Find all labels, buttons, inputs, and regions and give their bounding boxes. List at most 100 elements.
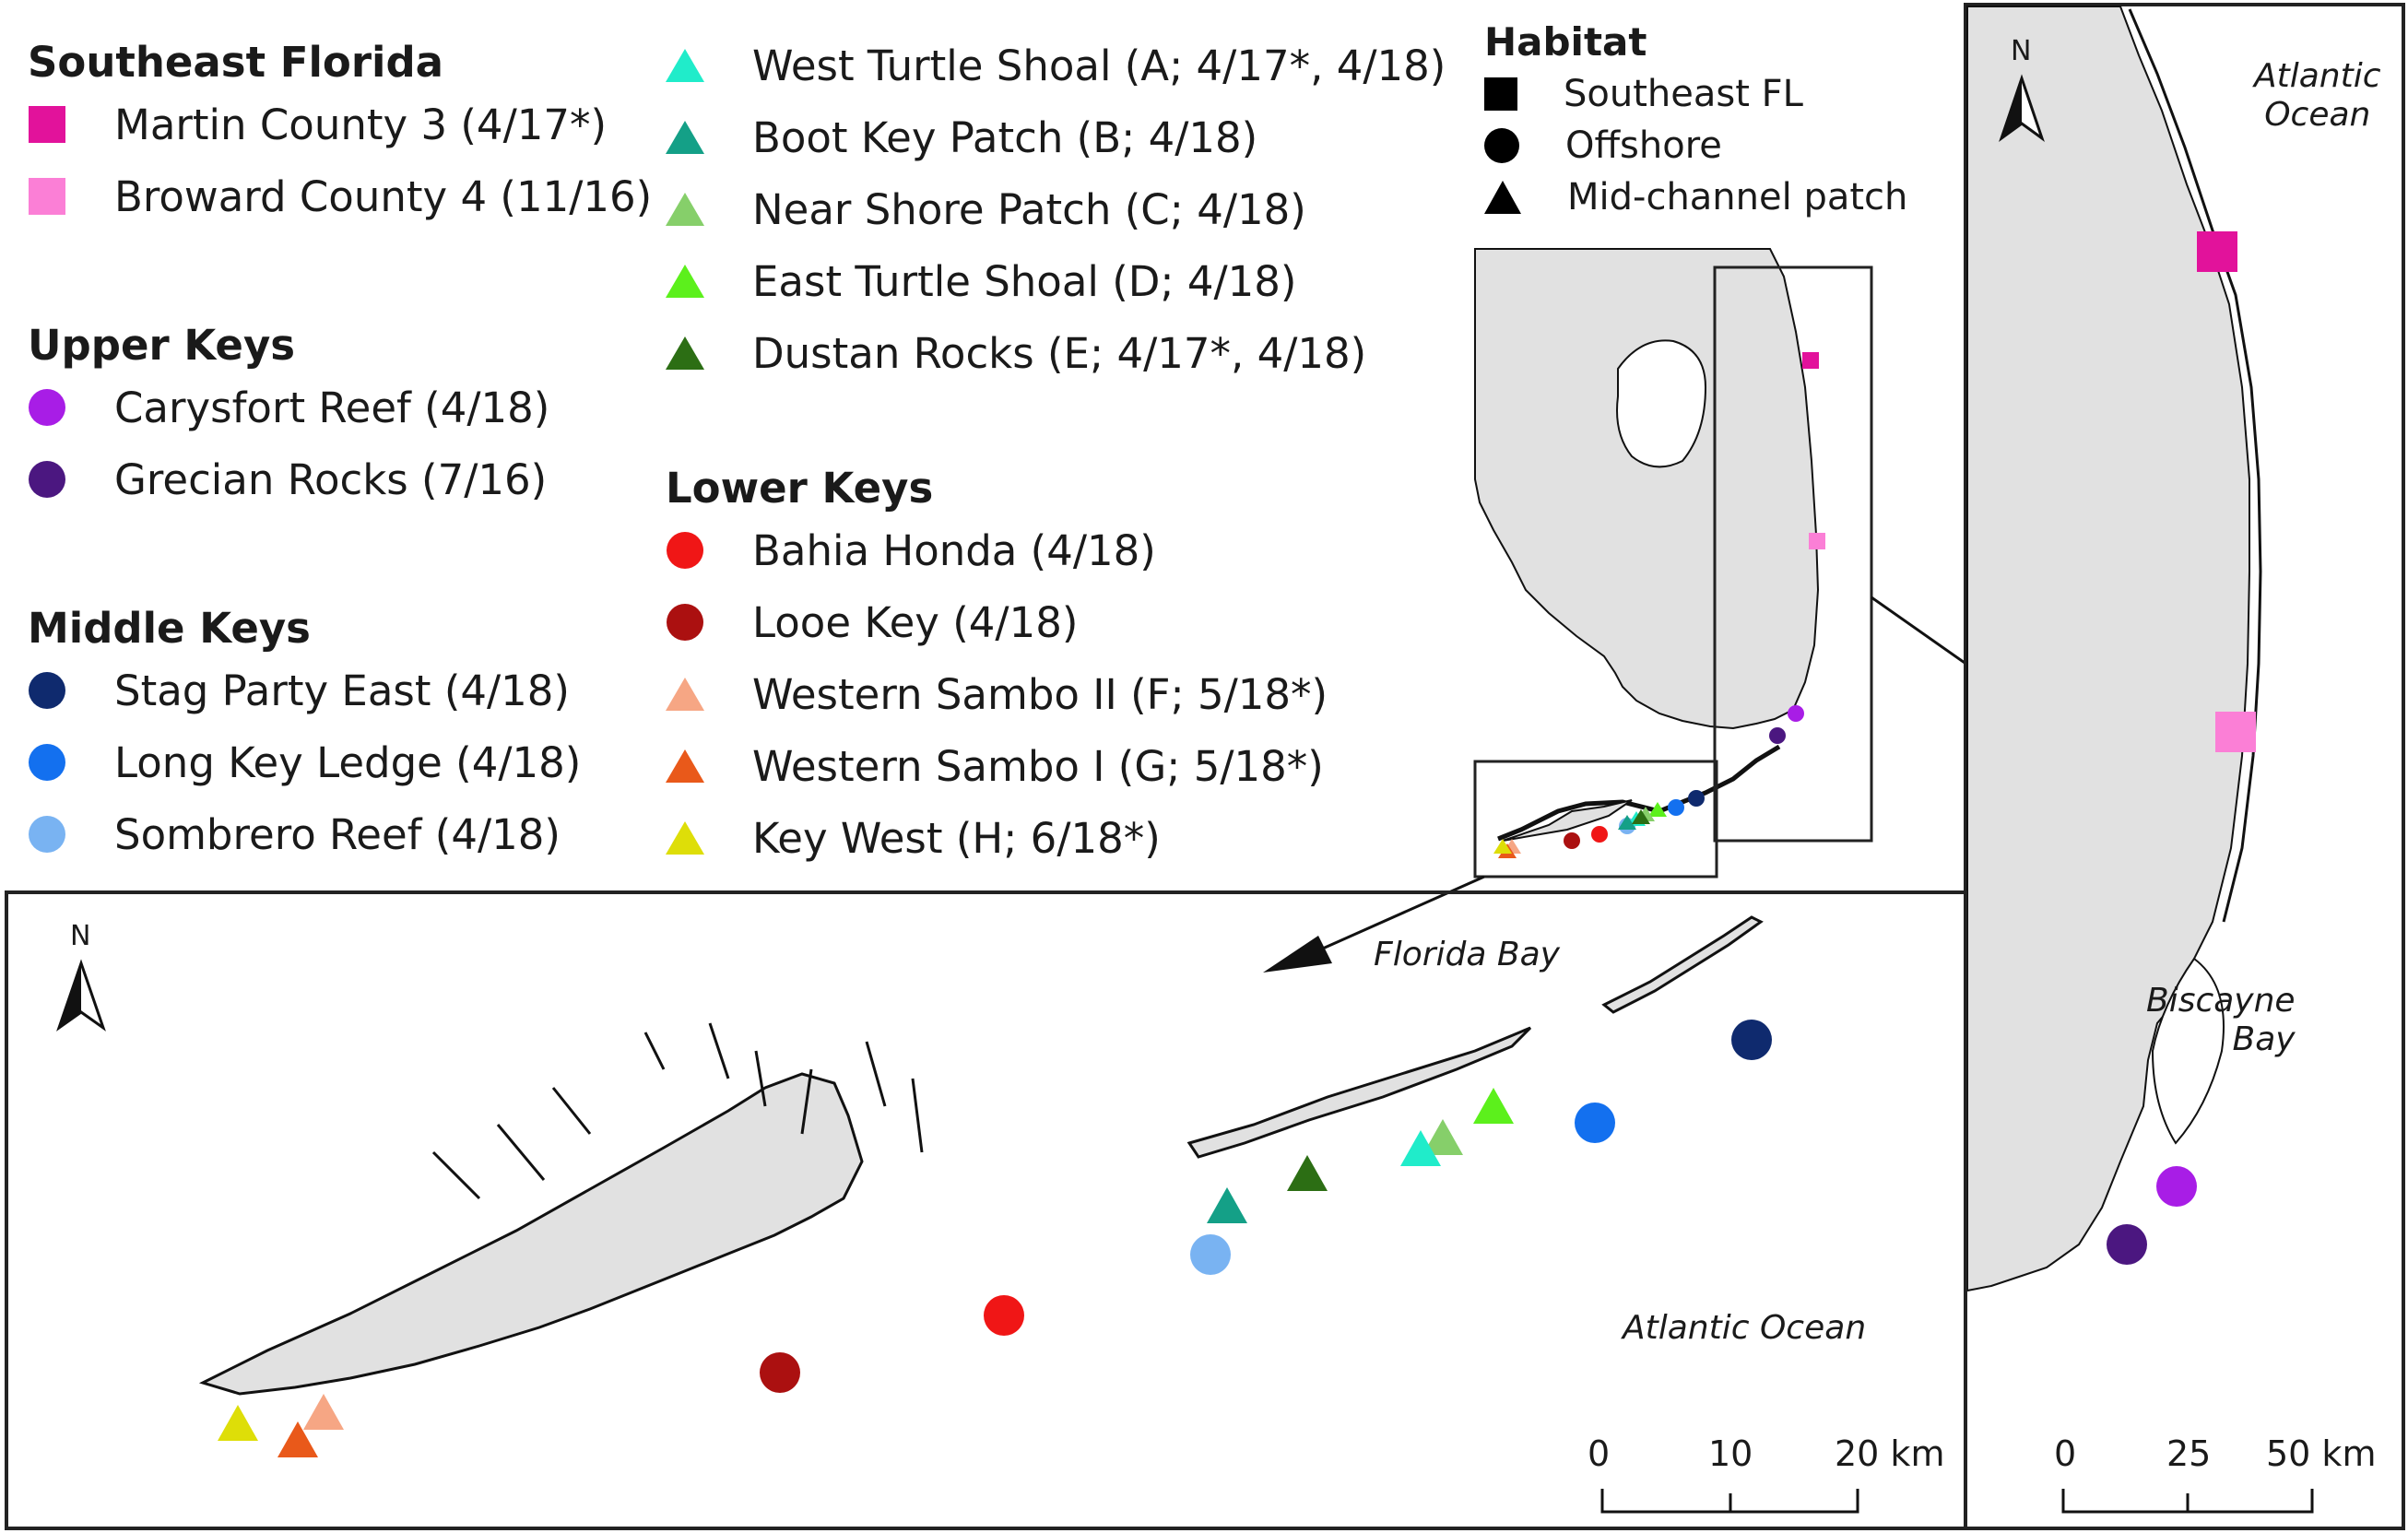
overview-map [1263, 248, 2065, 973]
atlantic-ocean-line2: Ocean [2264, 96, 2371, 134]
lake-okeechobee [1616, 339, 1707, 468]
keys-map-frame [5, 890, 1967, 1530]
legend-item-label: Broward County 4 (11/16) [114, 171, 653, 221]
legend-item: Broward County 4 (11/16) [28, 160, 652, 232]
habitat-title: Habitat [1484, 19, 1647, 65]
site-marker [1564, 832, 1580, 849]
legend-item-label: Martin County 3 (4/17*) [114, 100, 608, 149]
legend-item: West Turtle Shoal (A; 4/17*, 4/18) [666, 29, 1446, 101]
legend-item-label: Stag Party East (4/18) [114, 666, 570, 715]
site-marker [2197, 231, 2237, 272]
legend-item-label: Boot Key Patch (B; 4/18) [752, 112, 1258, 162]
site-marker [1591, 826, 1608, 843]
scale-bar-coast [2061, 1489, 2314, 1514]
square-symbol-icon [29, 178, 65, 215]
site-marker [1668, 799, 1684, 816]
pointer-arrow-keys [1299, 875, 1485, 961]
biscayne-bay-water [2151, 957, 2225, 1145]
biscayne-bay-label: Biscayne Bay [2146, 982, 2296, 1059]
site-marker [218, 1405, 258, 1441]
site-marker [1648, 802, 1667, 817]
overview-site-markers [1493, 352, 1825, 858]
circle-symbol-icon [1484, 128, 1519, 163]
triangle-symbol-icon [1484, 181, 1521, 214]
site-marker [760, 1352, 800, 1393]
legend-group: Middle Keys Stag Party East (4/18) Long Ke… [28, 603, 581, 870]
lower-keys-islands [198, 1072, 864, 1396]
legend-group-title: Middle Keys [28, 604, 311, 653]
overview-florida-landmass [1474, 248, 1820, 730]
circle-symbol-icon [667, 604, 703, 641]
site-marker [1400, 1130, 1441, 1166]
triangle-symbol-icon [666, 678, 704, 711]
legend-group: West Turtle Shoal (A; 4/17*, 4/18) Boot K… [666, 29, 1446, 389]
legend-item-label: Carysfort Reef (4/18) [114, 383, 550, 432]
site-marker [277, 1421, 318, 1457]
site-marker [1788, 705, 1804, 722]
legend-item: Bahia Honda (4/18) [666, 514, 1328, 586]
site-marker [1575, 1103, 1615, 1143]
site-marker [1731, 1020, 1772, 1060]
habitat-label: Offshore [1565, 124, 1722, 167]
site-marker [1190, 1234, 1231, 1275]
legend-item-label: Grecian Rocks (7/16) [114, 454, 548, 504]
lower-keys-channels [431, 1022, 924, 1200]
legend-item: Dustan Rocks (E; 4/17*, 4/18) [666, 317, 1446, 389]
north-label-keys: N [70, 920, 91, 952]
legend-item-label: Western Sambo I (G; 5/18*) [752, 741, 1324, 791]
legend-item: Western Sambo II (F; 5/18*) [666, 658, 1328, 730]
coast-extent-box [1713, 265, 1873, 843]
legend-item: Carysfort Reef (4/18) [28, 371, 549, 443]
atlantic-ocean-label-coast: Atlantic Ocean [2254, 57, 2381, 135]
site-marker [1493, 839, 1512, 854]
triangle-symbol-icon [666, 749, 704, 783]
legend-item: Boot Key Patch (B; 4/18) [666, 101, 1446, 173]
biscayne-line1: Biscayne [2146, 982, 2296, 1020]
legend-item: Long Key Ledge (4/18) [28, 726, 581, 798]
legend-group: Lower Keys Bahia Honda (4/18) Looe Key (4/… [666, 463, 1328, 874]
triangle-symbol-icon [666, 821, 704, 855]
legend-item: Key West (H; 6/18*) [666, 802, 1328, 874]
site-marker [1422, 1119, 1463, 1155]
legend-item: Western Sambo I (G; 5/18*) [666, 730, 1328, 802]
coast-detail-map [1964, 3, 2405, 1530]
legend-item: East Turtle Shoal (D; 4/18) [666, 245, 1446, 317]
circle-symbol-icon [667, 532, 703, 569]
triangle-symbol-icon [666, 121, 704, 154]
legend-item-label: Long Key Ledge (4/18) [114, 737, 582, 787]
site-marker [1769, 727, 1786, 744]
habitat-item-offshore: Offshore [1484, 120, 1907, 171]
circle-symbol-icon [29, 816, 65, 853]
legend-group-title: Lower Keys [666, 464, 934, 513]
legend-item: Looe Key (4/18) [666, 586, 1328, 658]
overview-keys-chain [1497, 744, 1781, 842]
habitat-item-southeast-fl: Southeast FL [1484, 68, 1907, 120]
north-arrow-icon-fill [2001, 78, 2022, 138]
legend-item: Grecian Rocks (7/16) [28, 443, 549, 515]
legend-group: Upper Keys Carysfort Reef (4/18) Grecian R… [28, 320, 549, 515]
site-marker [984, 1295, 1024, 1336]
legend-item-label: Bahia Honda (4/18) [752, 525, 1156, 575]
legend-group-title: Upper Keys [28, 321, 296, 370]
legend-item-label: Looe Key (4/18) [752, 597, 1079, 647]
legend-item-label: West Turtle Shoal (A; 4/17*, 4/18) [752, 41, 1446, 90]
barrier-island-coast [2128, 8, 2262, 923]
habitat-item-mid-channel-patch: Mid-channel patch [1484, 171, 1907, 223]
north-arrow-icon-fill [59, 963, 81, 1028]
keys-detail-map [5, 890, 1967, 1530]
triangle-symbol-icon [666, 265, 704, 298]
coast-landmass [1966, 6, 2250, 1292]
site-marker [1632, 809, 1650, 824]
site-marker [303, 1394, 344, 1430]
site-marker [1688, 790, 1705, 807]
legend-item: Near Shore Patch (C; 4/18) [666, 173, 1446, 245]
legend-group: Southeast Florida Martin County 3 (4/17*)… [28, 37, 652, 232]
site-marker [1473, 1088, 1514, 1124]
scale-coast-tick: 25 [2166, 1433, 2212, 1474]
pointer-arrow-keys-head [1263, 936, 1332, 973]
keys-site-markers [218, 1020, 1772, 1457]
florida-bay-label: Florida Bay [1374, 936, 1560, 973]
legend-item-label: East Turtle Shoal (D; 4/18) [752, 256, 1297, 306]
atlantic-ocean-label-keys: Atlantic Ocean [1623, 1309, 1867, 1347]
